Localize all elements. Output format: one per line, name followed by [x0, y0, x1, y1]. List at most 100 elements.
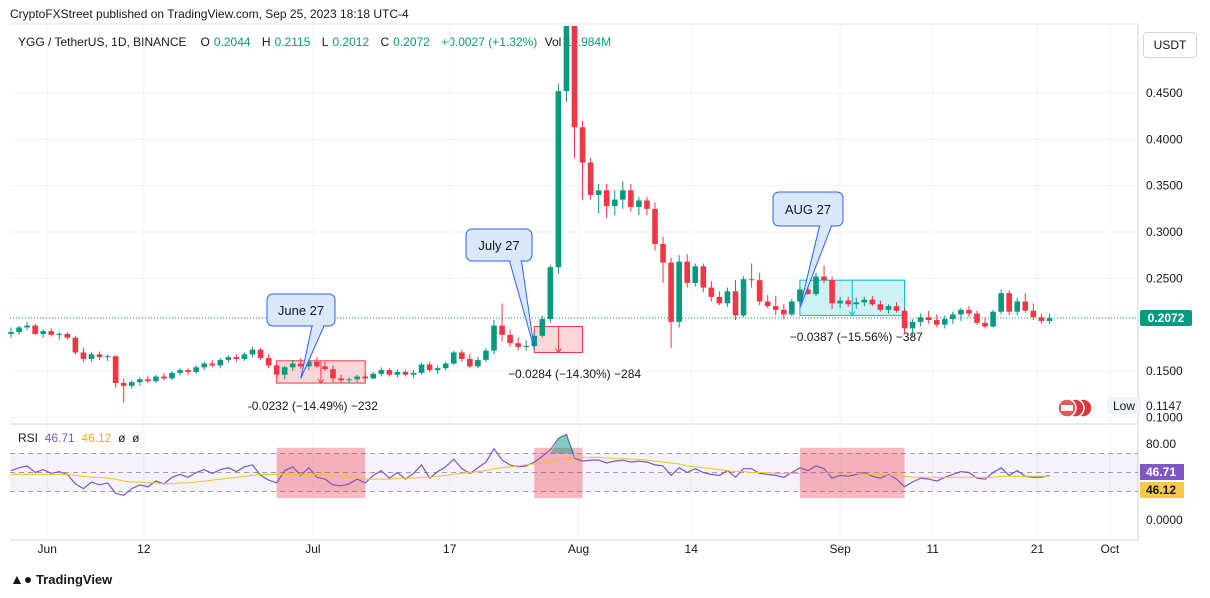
candle[interactable] [869, 295, 876, 307]
candle[interactable] [378, 367, 385, 377]
candle[interactable] [1038, 313, 1045, 324]
candle[interactable] [764, 295, 771, 308]
candle[interactable] [483, 347, 489, 362]
candle[interactable] [515, 337, 521, 351]
candle[interactable] [145, 375, 151, 384]
candle[interactable] [821, 265, 827, 283]
candle[interactable] [901, 307, 908, 334]
candle[interactable] [225, 355, 232, 363]
candle[interactable] [853, 297, 860, 309]
candle[interactable] [442, 361, 449, 371]
candle[interactable] [1046, 313, 1053, 324]
candle[interactable] [845, 296, 851, 308]
candle[interactable] [555, 83, 562, 274]
rsi-legend[interactable]: RSI 46.71 46.12 ø ø [18, 431, 139, 445]
candle[interactable] [716, 291, 723, 306]
candle[interactable] [120, 378, 127, 403]
candle[interactable] [837, 296, 843, 308]
candle[interactable] [153, 374, 159, 384]
candle[interactable] [177, 368, 183, 376]
candle[interactable] [676, 255, 682, 328]
candle[interactable] [523, 340, 529, 351]
candle[interactable] [595, 183, 602, 214]
candle[interactable] [201, 361, 207, 371]
candle[interactable] [386, 368, 393, 377]
candle[interactable] [909, 319, 916, 338]
candle[interactable] [684, 254, 690, 288]
candle[interactable] [740, 276, 747, 318]
candle[interactable] [394, 369, 401, 378]
candle[interactable] [402, 370, 409, 377]
candle[interactable] [217, 358, 224, 369]
date-callout[interactable]: June 27 [266, 293, 336, 379]
candle[interactable] [877, 300, 884, 312]
candle[interactable] [1014, 297, 1021, 316]
candle[interactable] [966, 306, 972, 318]
candle[interactable] [917, 313, 924, 327]
candle[interactable] [933, 314, 940, 328]
candle[interactable] [724, 287, 731, 308]
currency-button[interactable]: USDT [1143, 32, 1197, 58]
candle[interactable] [587, 157, 594, 200]
candle[interactable] [418, 362, 425, 375]
candle[interactable] [990, 309, 996, 328]
candle[interactable] [410, 370, 417, 378]
candle[interactable] [265, 354, 272, 369]
candle[interactable] [88, 352, 95, 362]
candle[interactable] [233, 354, 240, 362]
candle[interactable] [338, 374, 344, 384]
rsi-ma-line[interactable] [11, 456, 1050, 485]
date-callout[interactable]: July 27 [465, 228, 535, 349]
candle[interactable] [982, 317, 988, 329]
candle[interactable] [426, 361, 433, 372]
candle[interactable] [1022, 293, 1029, 313]
candle[interactable] [620, 181, 626, 209]
candle[interactable] [161, 372, 167, 381]
candle[interactable] [491, 320, 497, 355]
candle[interactable] [40, 329, 46, 338]
candle[interactable] [772, 295, 779, 316]
candle[interactable] [64, 332, 71, 340]
candle[interactable] [861, 296, 868, 307]
candle[interactable] [974, 310, 980, 325]
candle[interactable] [128, 380, 135, 389]
candle[interactable] [1006, 290, 1012, 316]
candle[interactable] [32, 323, 38, 335]
candle[interactable] [434, 365, 441, 374]
candle[interactable] [450, 350, 457, 366]
candle[interactable] [611, 190, 618, 216]
candle[interactable] [322, 361, 328, 371]
candle[interactable] [289, 359, 296, 371]
candle[interactable] [797, 286, 803, 304]
candle[interactable] [209, 359, 216, 368]
candle[interactable] [169, 371, 175, 381]
candle[interactable] [652, 202, 658, 251]
currency-flags-icon[interactable] [1057, 398, 1093, 418]
candle[interactable] [579, 120, 586, 200]
candle[interactable] [925, 310, 932, 324]
candle[interactable] [998, 289, 1004, 315]
candle[interactable] [950, 311, 956, 324]
candle[interactable] [314, 357, 320, 369]
candle[interactable] [249, 346, 256, 358]
candle[interactable] [346, 377, 352, 384]
candle[interactable] [281, 365, 288, 380]
candle[interactable] [644, 196, 650, 216]
candle[interactable] [48, 328, 55, 337]
date-callout[interactable]: AUG 27 [772, 191, 844, 309]
candle[interactable] [257, 347, 264, 360]
candle[interactable] [193, 365, 199, 374]
candle[interactable] [1030, 303, 1037, 321]
candle[interactable] [24, 321, 30, 331]
candle[interactable] [362, 373, 368, 382]
candle[interactable] [330, 365, 336, 383]
symbol-name[interactable]: YGG / TetherUS, 1D, BINANCE [18, 35, 187, 49]
candle[interactable] [660, 236, 666, 283]
candle[interactable] [781, 304, 787, 320]
candle[interactable] [185, 368, 191, 375]
candle[interactable] [354, 374, 360, 383]
candle[interactable] [603, 183, 610, 219]
candle[interactable] [96, 351, 103, 360]
candle[interactable] [732, 280, 739, 321]
candle[interactable] [499, 303, 505, 342]
